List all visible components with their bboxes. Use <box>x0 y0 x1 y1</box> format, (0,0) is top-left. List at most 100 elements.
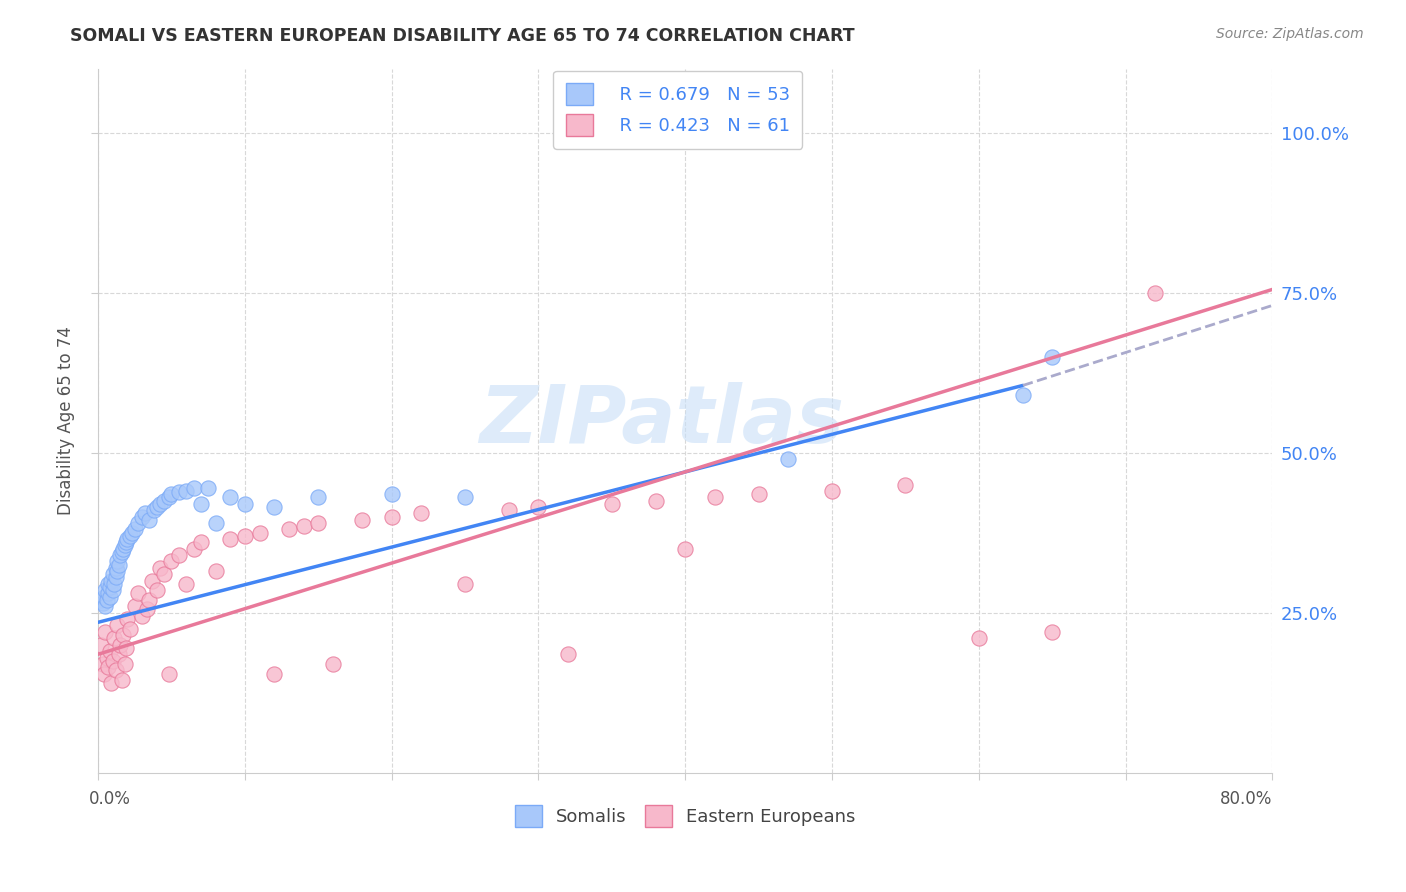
Point <box>821 484 844 499</box>
Point <box>141 574 163 588</box>
Point <box>103 632 125 646</box>
Point <box>90 638 112 652</box>
Point <box>110 673 132 687</box>
Point <box>352 513 374 527</box>
Point <box>557 648 579 662</box>
Point <box>645 493 668 508</box>
Point <box>322 657 344 671</box>
Point <box>117 612 139 626</box>
Point <box>703 491 725 505</box>
Point <box>93 666 115 681</box>
Point <box>110 545 132 559</box>
Point <box>90 593 112 607</box>
Point <box>107 648 129 662</box>
Point <box>307 491 329 505</box>
Point <box>160 487 183 501</box>
Point <box>127 516 149 530</box>
Point <box>134 507 156 521</box>
Point <box>174 577 197 591</box>
Point <box>96 650 118 665</box>
Point <box>673 541 696 556</box>
Point <box>101 567 124 582</box>
Point <box>527 500 550 514</box>
Legend: Somalis, Eastern Europeans: Somalis, Eastern Europeans <box>508 797 863 834</box>
Point <box>219 491 242 505</box>
Point <box>748 487 770 501</box>
Point <box>98 580 121 594</box>
Point <box>153 567 176 582</box>
Point <box>112 628 135 642</box>
Point <box>149 497 172 511</box>
Point <box>263 500 285 514</box>
Point <box>153 493 176 508</box>
Point <box>204 564 226 578</box>
Point <box>454 491 477 505</box>
Point <box>381 509 404 524</box>
Point <box>115 640 138 655</box>
Point <box>108 638 131 652</box>
Point <box>157 491 180 505</box>
Point <box>114 657 136 671</box>
Point <box>94 599 117 614</box>
Point <box>138 513 160 527</box>
Point <box>167 485 190 500</box>
Point <box>105 564 128 578</box>
Point <box>776 452 799 467</box>
Point <box>91 596 114 610</box>
Point <box>93 590 115 604</box>
Point <box>101 583 124 598</box>
Point <box>233 529 256 543</box>
Point <box>120 622 142 636</box>
Point <box>307 516 329 530</box>
Point <box>97 577 120 591</box>
Point <box>381 487 404 501</box>
Point <box>104 663 127 677</box>
Point <box>98 590 121 604</box>
Point <box>97 660 120 674</box>
Point <box>967 632 990 646</box>
Point <box>146 583 169 598</box>
Point <box>101 654 124 668</box>
Text: 0.0%: 0.0% <box>89 790 131 808</box>
Point <box>249 525 271 540</box>
Text: ZIPatlas: ZIPatlas <box>479 382 845 459</box>
Point <box>160 554 183 568</box>
Point <box>183 481 205 495</box>
Point <box>105 618 128 632</box>
Point <box>114 539 136 553</box>
Point <box>120 529 142 543</box>
Point <box>894 477 917 491</box>
Point <box>146 500 169 514</box>
Point <box>1040 624 1063 639</box>
Point <box>138 593 160 607</box>
Point <box>135 602 157 616</box>
Point <box>498 503 520 517</box>
Point <box>174 484 197 499</box>
Point <box>100 676 122 690</box>
Text: Source: ZipAtlas.com: Source: ZipAtlas.com <box>1216 27 1364 41</box>
Y-axis label: Disability Age 65 to 74: Disability Age 65 to 74 <box>58 326 75 515</box>
Point <box>94 583 117 598</box>
Point <box>121 525 143 540</box>
Point <box>190 497 212 511</box>
Point <box>103 577 125 591</box>
Point <box>91 657 114 671</box>
Point <box>263 666 285 681</box>
Point <box>278 523 301 537</box>
Point <box>105 554 128 568</box>
Point <box>167 548 190 562</box>
Point <box>104 570 127 584</box>
Point <box>1040 350 1063 364</box>
Point <box>454 577 477 591</box>
Point <box>108 548 131 562</box>
Point <box>190 535 212 549</box>
Point <box>100 574 122 588</box>
Point <box>142 503 165 517</box>
Point <box>233 497 256 511</box>
Point <box>117 532 139 546</box>
Point <box>124 599 146 614</box>
Point <box>292 519 315 533</box>
Point <box>98 644 121 658</box>
Point <box>96 593 118 607</box>
Point <box>112 541 135 556</box>
